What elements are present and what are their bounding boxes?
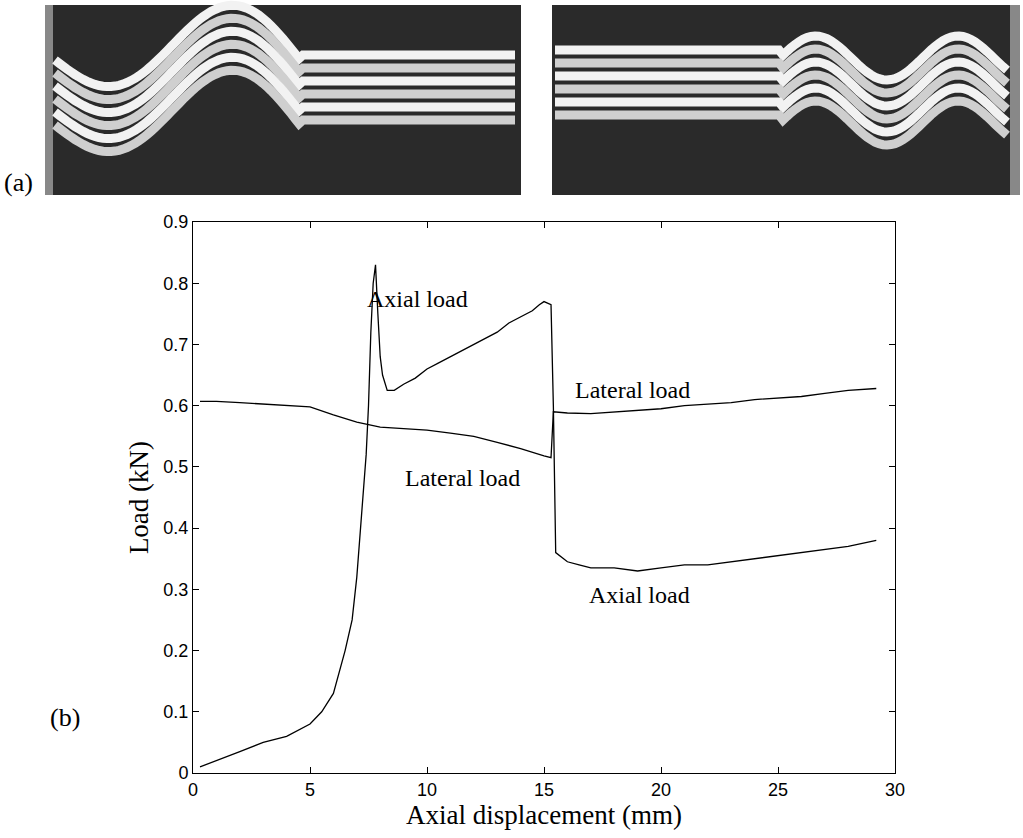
svg-text:5: 5 xyxy=(305,780,315,800)
svg-text:0.3: 0.3 xyxy=(163,580,188,600)
svg-text:0.7: 0.7 xyxy=(163,335,188,355)
svg-text:0: 0 xyxy=(188,780,198,800)
svg-text:Lateral load: Lateral load xyxy=(575,377,690,403)
svg-text:0.9: 0.9 xyxy=(163,212,188,232)
html-text:(b): (b) xyxy=(50,703,81,732)
svg-text:25: 25 xyxy=(768,780,788,800)
svg-text:15: 15 xyxy=(534,780,554,800)
svg-text:0.8: 0.8 xyxy=(163,274,188,294)
svg-text:20: 20 xyxy=(651,780,671,800)
html-text:(a): (a) xyxy=(4,168,33,197)
svg-text:0.5: 0.5 xyxy=(163,457,188,477)
svg-text:Axial displacement (mm): Axial displacement (mm) xyxy=(406,800,682,830)
svg-text:0.2: 0.2 xyxy=(163,641,188,661)
svg-text:Lateral load: Lateral load xyxy=(405,465,520,491)
svg-text:0.1: 0.1 xyxy=(163,702,188,722)
svg-text:Load (kN): Load (kN) xyxy=(124,441,154,554)
svg-text:30: 30 xyxy=(885,780,905,800)
svg-text:Axial load: Axial load xyxy=(367,286,468,312)
svg-text:0.6: 0.6 xyxy=(163,396,188,416)
svg-text:Axial load: Axial load xyxy=(589,582,690,608)
svg-text:0: 0 xyxy=(178,763,188,783)
svg-text:10: 10 xyxy=(417,780,437,800)
svg-text:0.4: 0.4 xyxy=(163,518,188,538)
